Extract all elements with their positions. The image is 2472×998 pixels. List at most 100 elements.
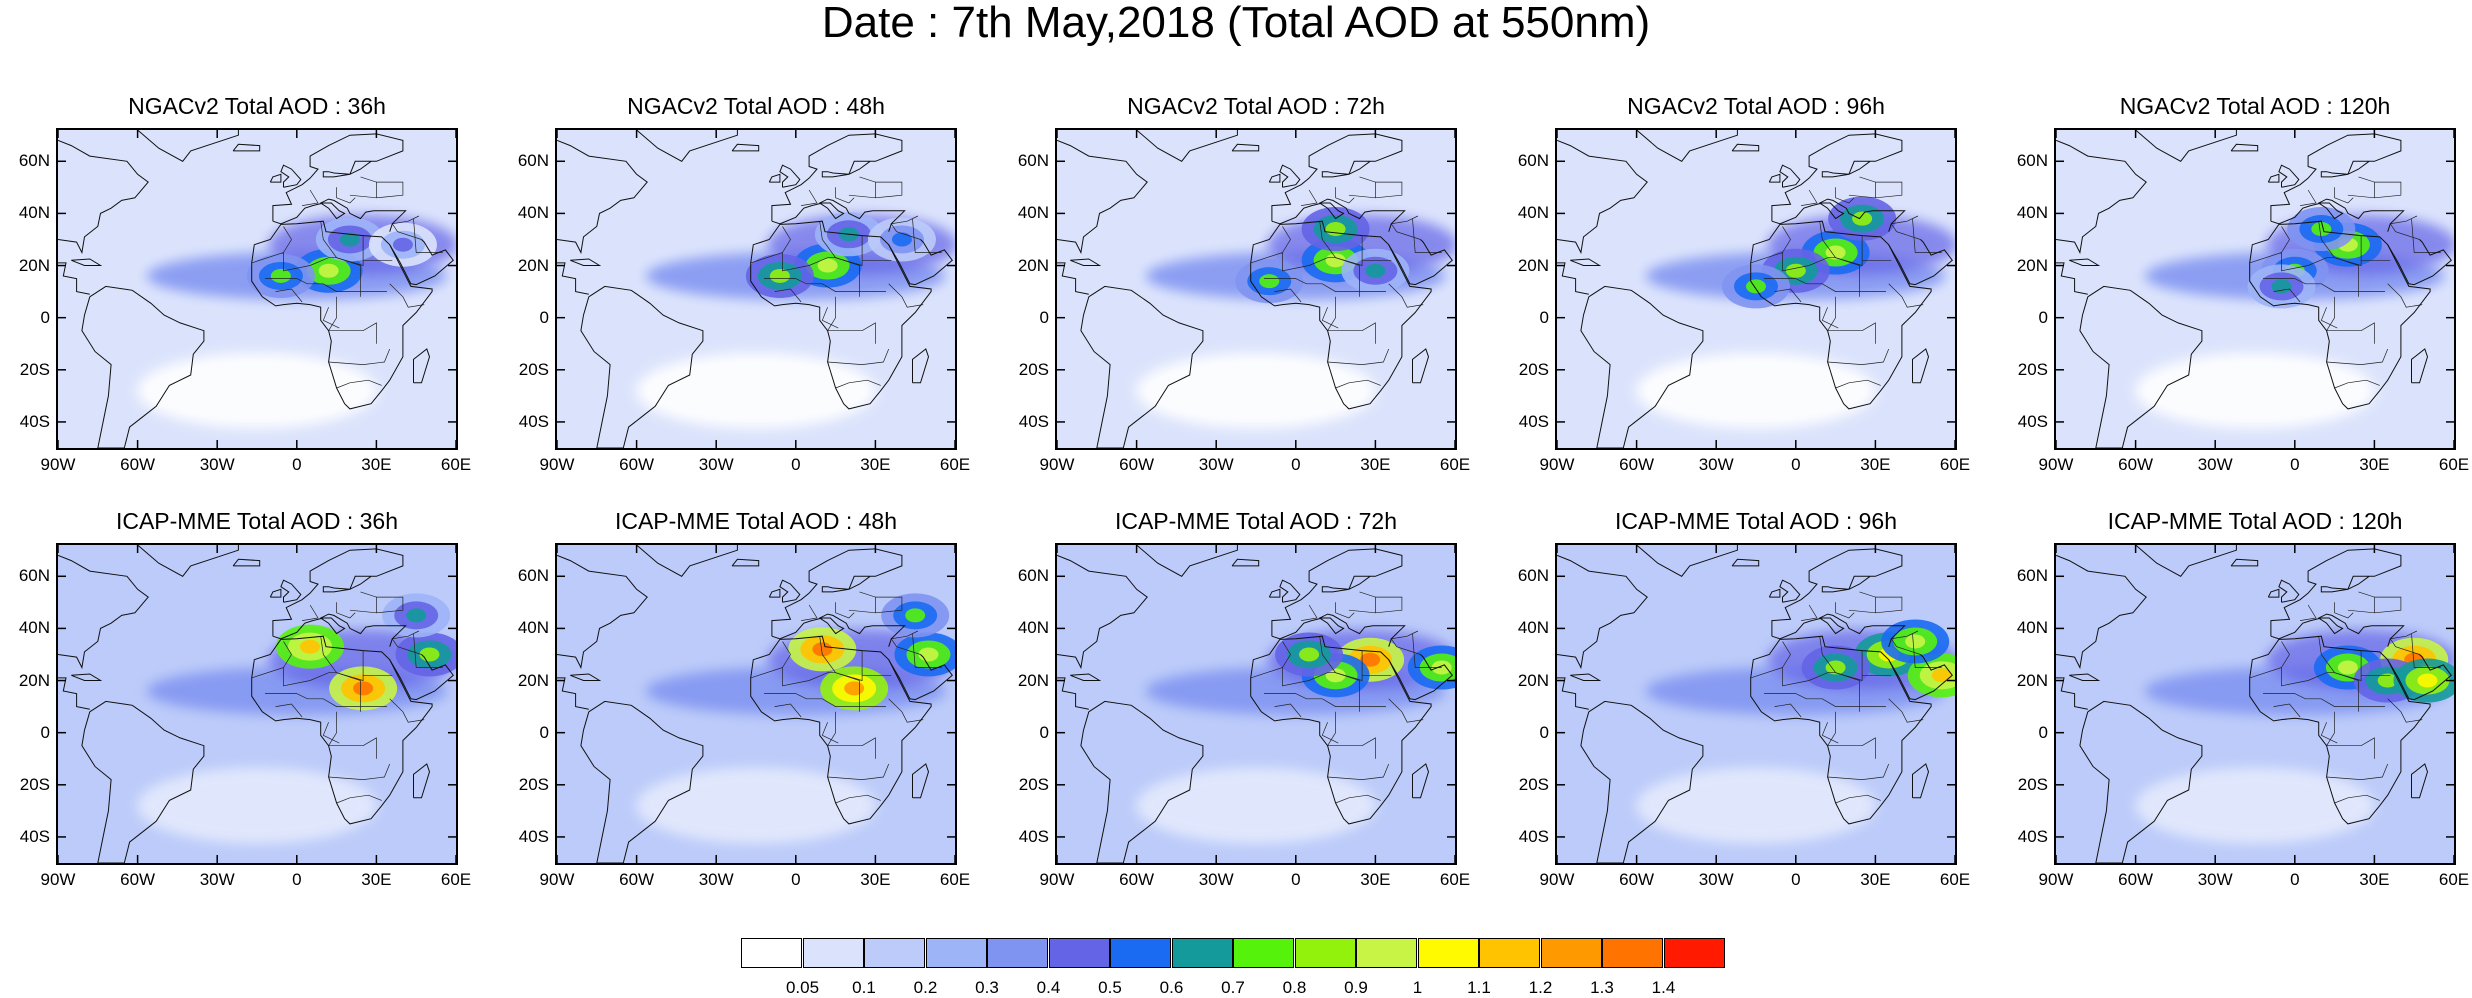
lon-tick-label: 90W [1039, 870, 1075, 889]
lat-tick-label: 60N [1517, 566, 1549, 586]
coastline [2056, 554, 2147, 670]
country-border [1301, 189, 1318, 206]
aod-map [2054, 128, 2456, 450]
coastline [137, 130, 239, 162]
country-border [2281, 226, 2290, 253]
country-border [888, 698, 924, 723]
lon-tick-label: 90W [2038, 455, 2074, 474]
country-border [2325, 711, 2375, 759]
country-border [376, 596, 404, 614]
coastline [768, 588, 781, 598]
aod-map [1555, 543, 1957, 865]
lat-tick-label: 40S [518, 826, 549, 846]
aod-plume [1746, 279, 1766, 294]
country-border [848, 591, 876, 614]
clean-air-region [1636, 352, 1876, 429]
coastline [1779, 164, 1801, 188]
aod-plume [1825, 660, 1846, 675]
panel-title: ICAP-MME Total AOD : 36h [115, 508, 399, 534]
colorbar-swatch [987, 938, 1048, 968]
coastline [272, 548, 404, 637]
coastline [2278, 579, 2300, 603]
clean-air-region [2135, 767, 2375, 844]
aod-plume [353, 681, 374, 696]
lat-tick-label: 20S [1518, 359, 1549, 379]
panel-title: ICAP-MME Total AOD : 48h [614, 508, 898, 534]
aod-plume [339, 232, 360, 247]
country-border [1764, 278, 1886, 292]
aod-plume [318, 263, 339, 278]
aod-map [1055, 543, 1457, 865]
country-border [1274, 288, 1302, 303]
aod-plume [1852, 211, 1873, 226]
aod-plume [1905, 634, 1926, 649]
colorbar-swatch [1479, 938, 1540, 968]
country-border [1335, 794, 1381, 804]
country-border [782, 641, 791, 668]
aod-map [555, 128, 957, 450]
coastline [771, 548, 903, 637]
lat-tick-label: 20N [18, 670, 50, 690]
lon-tick-label: 60W [619, 455, 655, 474]
coastline [1268, 173, 1281, 183]
coastline [771, 198, 906, 232]
colorbar-label: 0.9 [1344, 978, 1368, 997]
coastline [1557, 677, 1589, 710]
lon-tick-label: 60W [1119, 455, 1155, 474]
colorbar-label: 0.2 [913, 978, 938, 997]
country-border [336, 602, 356, 619]
country-border [1301, 604, 1318, 621]
lon-tick-label: 30W [698, 455, 734, 474]
coastline [58, 139, 149, 255]
coastline [2056, 677, 2088, 710]
lon-tick-label: 90W [40, 870, 76, 889]
country-border [1819, 221, 1863, 266]
coastline [557, 677, 589, 710]
lat-tick-label: 60N [1017, 566, 1049, 586]
coastline [636, 545, 738, 577]
coastline [269, 588, 282, 598]
country-border [302, 189, 319, 206]
coastline [557, 262, 589, 295]
lat-tick-label: 20N [1017, 670, 1049, 690]
coastline [280, 164, 302, 188]
coastline [81, 700, 205, 863]
colorbar-swatch [802, 938, 864, 968]
coastline [1279, 164, 1301, 188]
colorbar-label: 0.3 [975, 978, 999, 997]
aod-plume [2377, 673, 2398, 688]
coastline [1070, 673, 1102, 681]
coastline [1912, 348, 1930, 384]
coastline [272, 133, 404, 222]
coastline [58, 677, 90, 710]
lat-tick-label: 20N [1517, 255, 1549, 275]
lat-tick-label: 0 [1539, 307, 1549, 327]
lat-tick-label: 40N [1517, 618, 1549, 638]
lon-tick-label: 30E [2359, 455, 2390, 474]
coastline [2135, 130, 2237, 162]
country-border [1348, 591, 1376, 614]
clean-air-region [2135, 352, 2375, 429]
lon-tick-label: 0 [1791, 455, 1801, 474]
country-border [251, 252, 361, 297]
country-border [764, 278, 886, 292]
coastline [1136, 545, 1238, 577]
country-border [2249, 667, 2359, 712]
lat-tick-label: 20S [1518, 774, 1549, 794]
country-border [782, 226, 791, 253]
lat-tick-label: 40N [517, 203, 549, 223]
coastline [413, 348, 431, 384]
lon-tick-label: 30W [1198, 870, 1234, 889]
coastline [272, 198, 407, 232]
coastline [137, 545, 239, 577]
coastline [2270, 613, 2405, 647]
country-border [2263, 693, 2385, 707]
country-border [1326, 711, 1376, 759]
lat-tick-label: 0 [2038, 722, 2048, 742]
coastline [251, 220, 433, 410]
aod-plume [817, 258, 838, 273]
coastline [2278, 164, 2300, 188]
lon-tick-label: 0 [791, 455, 801, 474]
clean-air-region [636, 352, 876, 429]
country-border [1848, 591, 1876, 614]
